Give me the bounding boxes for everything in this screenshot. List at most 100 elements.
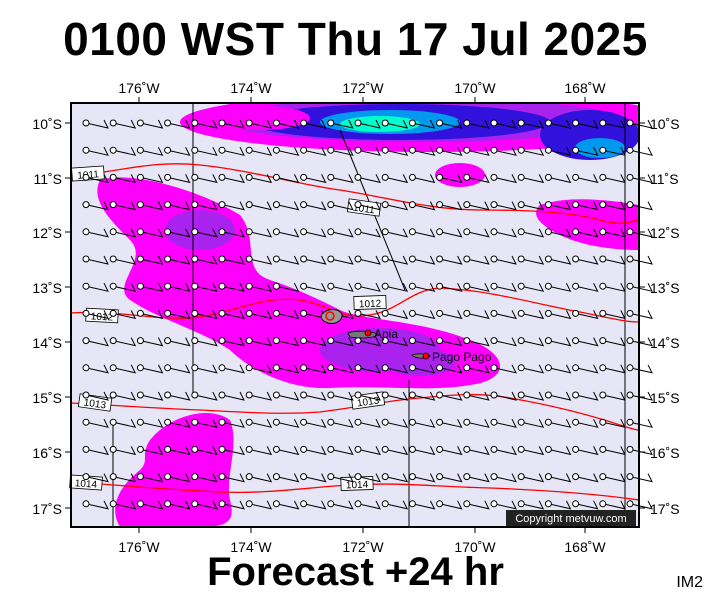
- wind-barb: [113, 418, 137, 428]
- wind-station: [82, 364, 90, 372]
- wind-station: [463, 500, 471, 508]
- wind-barb: [602, 255, 626, 265]
- wind-station: [381, 418, 389, 426]
- wind-barb: [357, 255, 381, 265]
- wind-station: [245, 418, 253, 426]
- wind-barb: [221, 228, 245, 238]
- wind-station: [408, 173, 416, 181]
- wind-barb: [276, 500, 300, 510]
- wind-barb: [521, 174, 545, 184]
- wind-barb: [521, 500, 545, 510]
- wind-barb: [249, 174, 273, 184]
- wind-station: [436, 282, 444, 290]
- wind-station: [436, 146, 444, 154]
- wind-barb: [85, 255, 109, 265]
- wind-station: [272, 282, 280, 290]
- wind-station: [272, 337, 280, 345]
- lat-label: 14˚S: [650, 335, 680, 351]
- wind-barb: [140, 282, 164, 292]
- wind-barb: [113, 310, 137, 320]
- wind-station: [82, 119, 90, 127]
- wind-barb: [385, 146, 409, 156]
- wind-station: [408, 337, 416, 345]
- wind-barb: [276, 364, 300, 374]
- wind-station: [245, 309, 253, 317]
- wind-station: [599, 364, 607, 372]
- wind-station: [490, 119, 498, 127]
- wind-barb: [439, 418, 463, 428]
- wind-station: [272, 146, 280, 154]
- wind-barb: [466, 282, 490, 292]
- wind-station: [544, 173, 552, 181]
- wind-barb: [629, 473, 653, 483]
- lat-label: 15˚S: [650, 390, 680, 406]
- wind-station: [109, 119, 117, 127]
- wind-station: [354, 173, 362, 181]
- wind-barb: [521, 310, 545, 320]
- isobar-label: 1012: [353, 295, 387, 310]
- wind-station: [436, 445, 444, 453]
- wind-station: [191, 337, 199, 345]
- wind-station: [82, 500, 90, 508]
- wind-barb: [385, 228, 409, 238]
- wind-station: [272, 173, 280, 181]
- wind-barb: [493, 500, 517, 510]
- wind-station: [517, 391, 525, 399]
- wind-barb: [194, 391, 218, 401]
- wind-station: [436, 119, 444, 127]
- wind-barb: [575, 337, 599, 347]
- wind-station: [381, 173, 389, 181]
- wind-barb: [575, 364, 599, 374]
- wind-station: [408, 228, 416, 236]
- wind-station: [626, 364, 634, 372]
- wind-barb: [357, 119, 381, 129]
- wind-barb: [140, 364, 164, 374]
- wind-barb: [221, 310, 245, 320]
- wind-barb: [575, 310, 599, 320]
- wind-barb: [493, 255, 517, 265]
- wind-barb: [466, 255, 490, 265]
- wind-station: [544, 228, 552, 236]
- wind-barb: [167, 364, 191, 374]
- wind-station: [245, 146, 253, 154]
- wind-barb: [466, 228, 490, 238]
- wind-barb: [140, 201, 164, 211]
- wind-barb: [167, 337, 191, 347]
- rain-area: [575, 138, 625, 158]
- lon-label: 168˚W: [564, 539, 606, 555]
- wind-station: [599, 309, 607, 317]
- isobar-1013: [70, 393, 640, 431]
- wind-station: [354, 337, 362, 345]
- wind-barb: [249, 119, 273, 129]
- wind-barb: [167, 119, 191, 129]
- wind-station: [463, 445, 471, 453]
- wind-barb: [276, 337, 300, 347]
- wind-station: [82, 228, 90, 236]
- isobar-1011: [70, 163, 640, 224]
- lon-label: 170˚W: [454, 539, 496, 555]
- wind-barb: [330, 446, 354, 456]
- wind-station: [136, 309, 144, 317]
- wind-station: [327, 418, 335, 426]
- wind-barb: [521, 255, 545, 265]
- wind-barb: [85, 473, 109, 483]
- wind-station: [517, 473, 525, 481]
- wind-barb: [330, 228, 354, 238]
- wind-barb: [548, 119, 572, 129]
- wind-station: [109, 201, 117, 209]
- wind-station: [191, 119, 199, 127]
- wind-station: [463, 282, 471, 290]
- rain-area: [210, 106, 310, 130]
- wind-station: [218, 337, 226, 345]
- wind-barb: [575, 500, 599, 510]
- wind-station: [463, 309, 471, 317]
- wind-barb: [548, 228, 572, 238]
- lat-label: 13˚S: [650, 280, 680, 296]
- wind-barb: [85, 201, 109, 211]
- wind-station: [517, 119, 525, 127]
- wind-station: [517, 255, 525, 263]
- lon-label: 176˚W: [118, 80, 160, 96]
- lat-label: 12˚S: [32, 225, 62, 241]
- wind-station: [272, 473, 280, 481]
- wind-barb: [330, 500, 354, 510]
